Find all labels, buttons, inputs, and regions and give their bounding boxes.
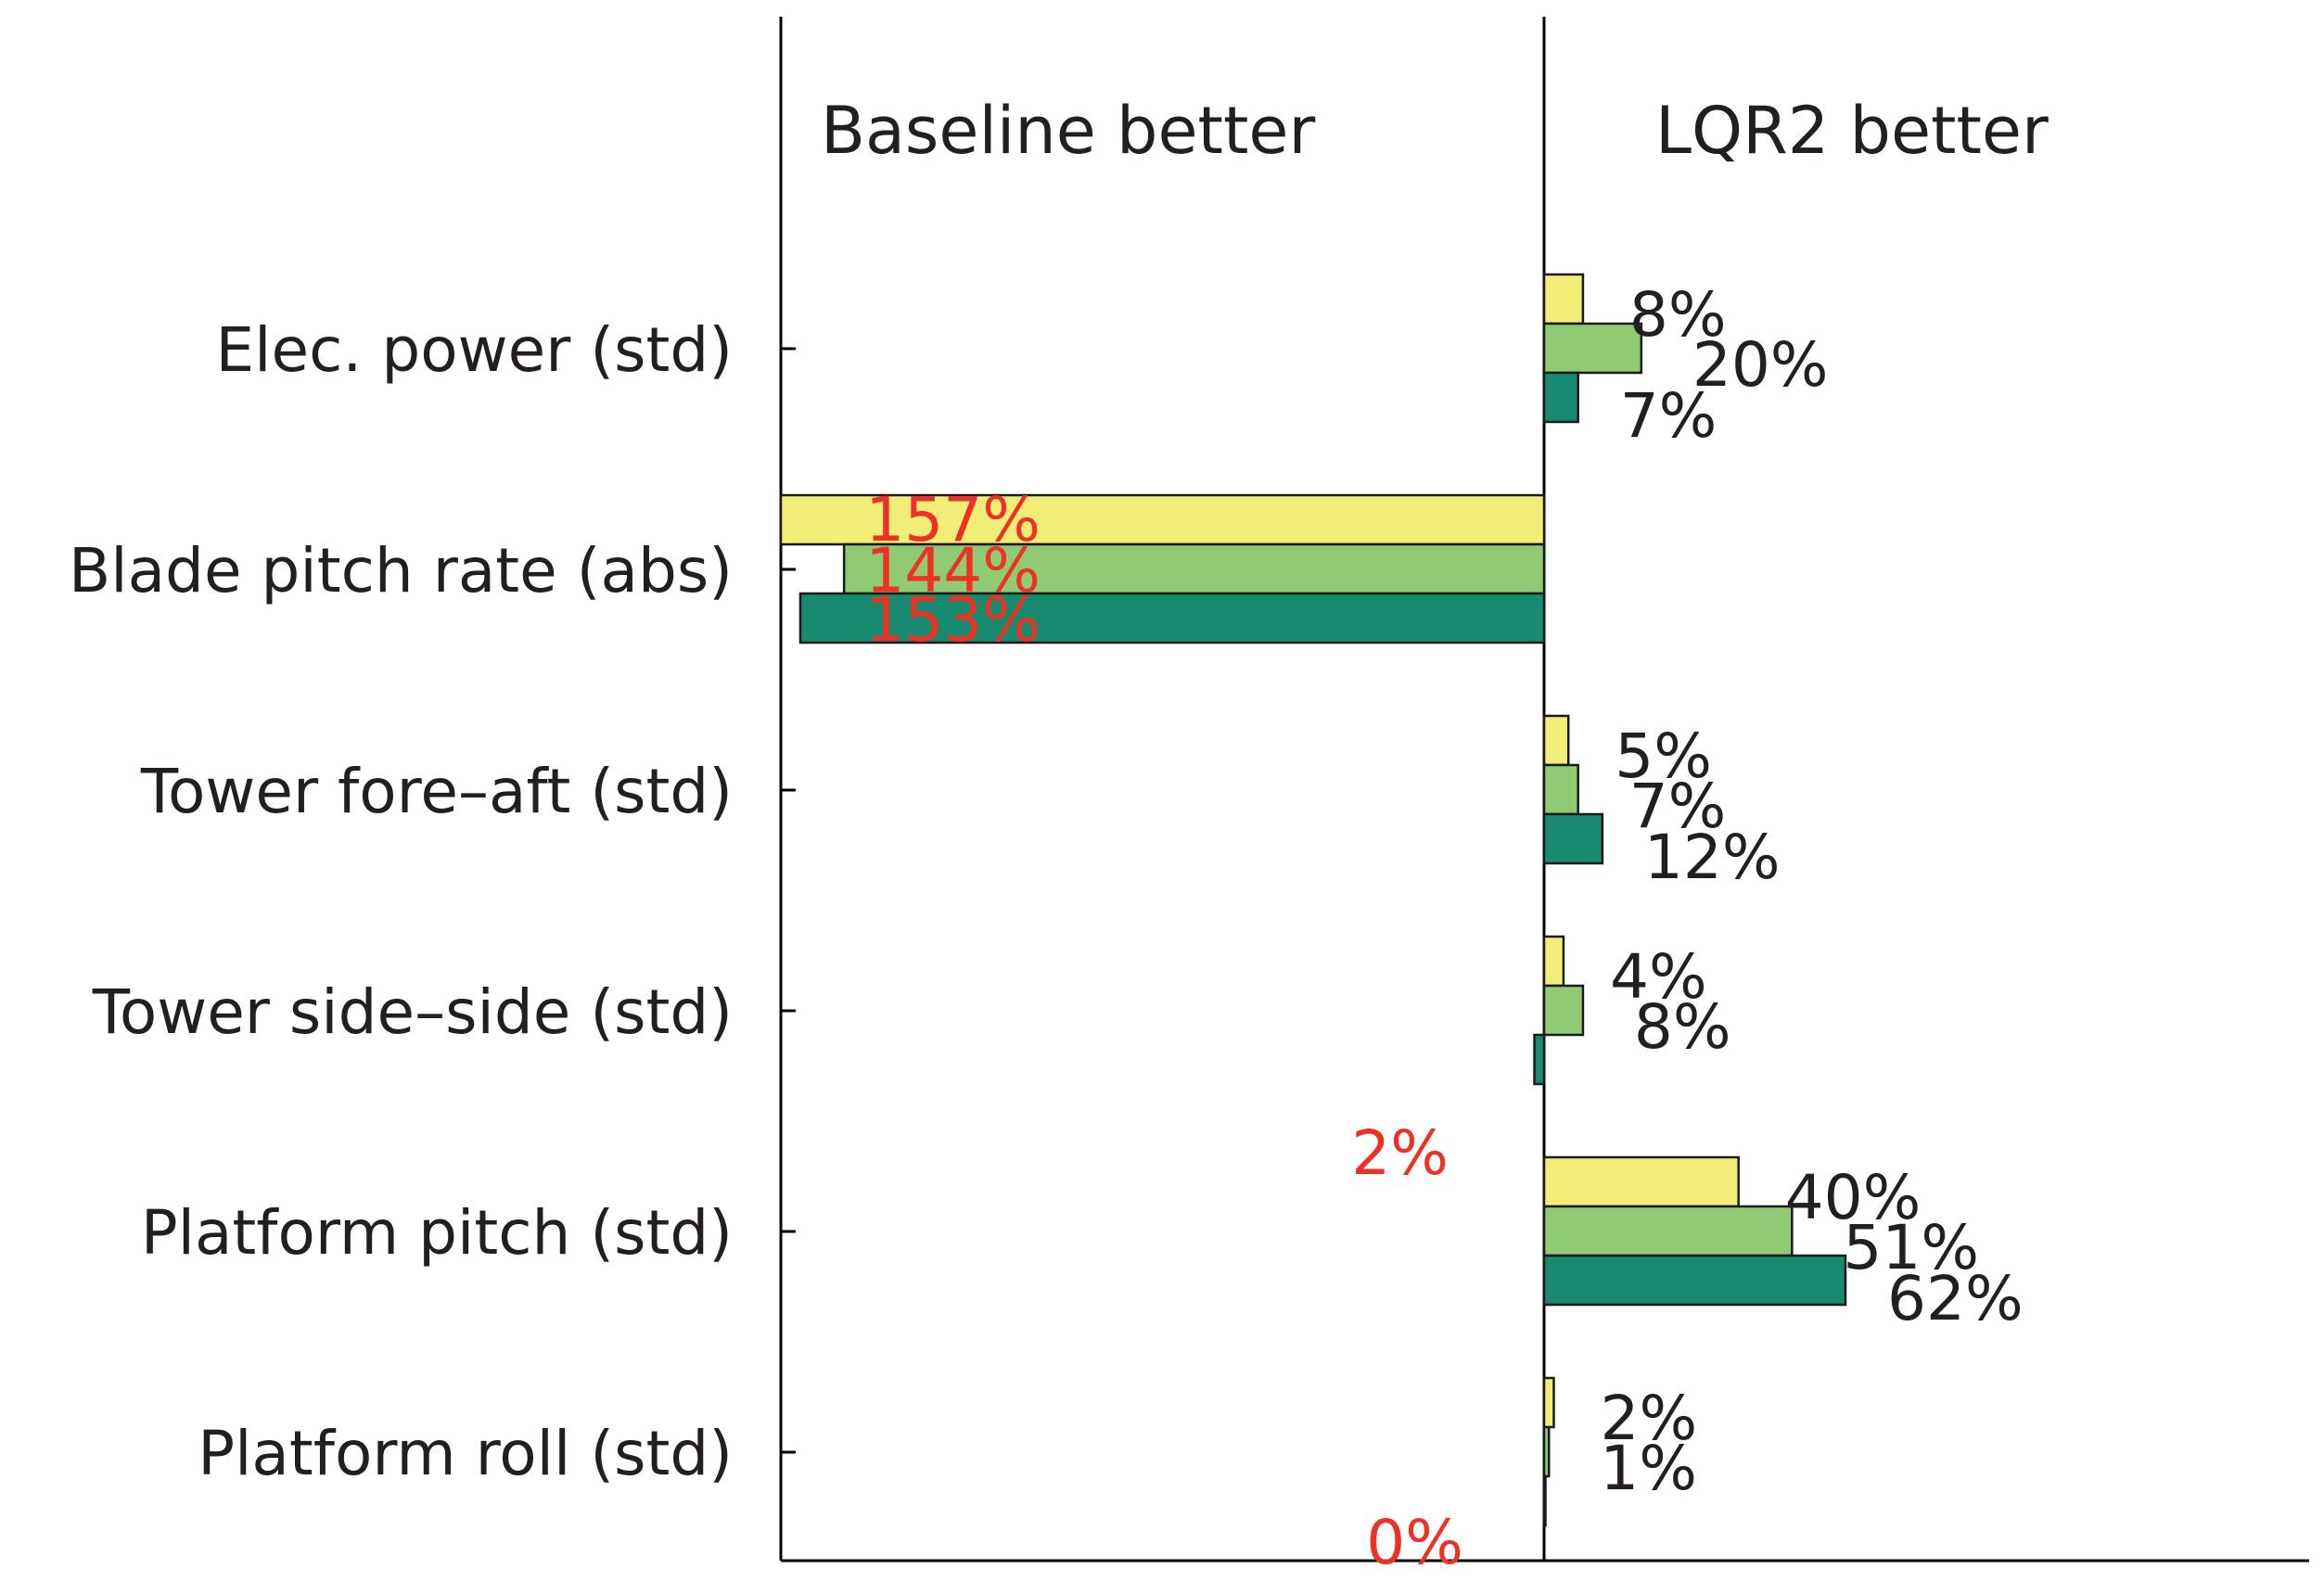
category-label-elec-power-std: Elec. power (std) [215,314,733,386]
bar-platform-roll-std-series-3 [1542,1474,1547,1527]
category-label-platform-pitch-std: Platform pitch (std) [141,1197,733,1269]
value-label-platform-pitch-std-series-2: 51% [1843,1212,1979,1283]
category-label-tower-fore-aft-std: Tower fore–aft (std) [140,756,733,827]
value-label-tower-fore-aft-std-series-3: 12% [1644,822,1781,893]
value-label-elec-power-std-series-1: 8% [1629,279,1727,351]
bar-tower-fore-aft-std-series-1 [1542,714,1570,767]
region-label-right: LQR2 better [1655,93,2049,169]
value-label-tower-side-side-std-series-3: 2% [1351,1117,1449,1189]
value-label-tower-fore-aft-std-series-1: 5% [1615,721,1712,792]
value-label-blade-pitch-rate-abs-series-1: 157% [865,484,1041,555]
bar-tower-fore-aft-std-series-3 [1542,812,1604,865]
category-ticks [781,347,796,1454]
bar-platform-pitch-std-series-1 [1542,1155,1740,1208]
bar-platform-roll-std-series-2 [1542,1425,1551,1478]
category-label-tower-side-side-std: Tower side–side (std) [92,976,733,1048]
bar-elec-power-std-series-3 [1542,371,1579,424]
value-label-tower-fore-aft-std-series-2: 7% [1629,771,1727,842]
bars [779,273,1847,1527]
value-label-elec-power-std-series-3: 7% [1620,380,1717,452]
bar-elec-power-std-series-1 [1542,273,1585,325]
bar-blade-pitch-rate-abs-series-3 [798,592,1546,644]
value-label-platform-pitch-std-series-1: 40% [1785,1162,1922,1233]
bar-elec-power-std-series-2 [1542,322,1643,375]
bar-blade-pitch-rate-abs-series-1 [779,493,1546,546]
category-label-blade-pitch-rate-abs: Blade pitch rate (abs) [69,535,733,606]
value-labels: 8% 157% 5% 4% 40% 2% 20% 144% 7% 8% 51% 1% 7% 153% 12%… [865,279,2023,1578]
bar-platform-pitch-std-series-2 [1542,1205,1794,1257]
value-label-platform-roll-std-series-2: 1% [1600,1433,1697,1504]
value-label-platform-roll-std-series-3: 0% [1366,1507,1463,1578]
bar-tower-side-side-std-series-3 [1533,1033,1546,1086]
value-label-platform-roll-std-series-1: 2% [1600,1383,1697,1454]
bar-tower-fore-aft-std-series-2 [1542,763,1579,816]
value-label-blade-pitch-rate-abs-series-3: 153% [865,584,1041,656]
value-label-platform-pitch-std-series-3: 62% [1887,1263,2024,1334]
value-label-tower-side-side-std-series-1: 4% [1610,941,1707,1013]
value-label-tower-side-side-std-series-2: 8% [1634,991,1731,1063]
value-label-elec-power-std-series-2: 20% [1692,329,1829,401]
category-labels: Elec. power (std) Blade pitch rate (abs) T… [69,314,733,1489]
bar-tower-side-side-std-series-2 [1542,984,1585,1037]
region-label-left: Baseline better [821,93,1315,169]
bar-platform-pitch-std-series-3 [1542,1254,1847,1307]
bar-platform-roll-std-series-1 [1542,1376,1555,1429]
value-label-blade-pitch-rate-abs-series-2: 144% [865,535,1041,606]
bar-tower-side-side-std-series-1 [1542,935,1565,988]
category-label-platform-roll-std: Platform roll (std) [198,1418,733,1489]
